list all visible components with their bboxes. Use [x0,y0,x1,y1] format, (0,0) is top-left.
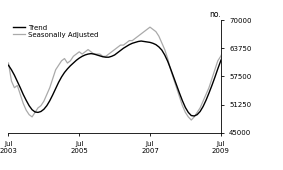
Trend [192,115,196,117]
Seasonally Adjusted [27,114,31,116]
Seasonally Adjusted [122,44,125,46]
Trend [151,42,155,44]
Seasonally Adjusted [7,62,10,64]
Seasonally Adjusted [83,51,87,53]
Line: Seasonally Adjusted: Seasonally Adjusted [8,27,230,120]
Trend [7,64,10,66]
Seasonally Adjusted [190,119,193,121]
Trend [228,46,231,48]
Line: Trend: Trend [8,41,230,116]
Trend [186,111,190,113]
Seasonally Adjusted [186,116,190,118]
Text: no.: no. [209,10,221,19]
Seasonally Adjusted [148,26,152,28]
Trend [140,40,143,42]
Seasonally Adjusted [157,35,160,37]
Trend [27,105,31,107]
Legend: Trend, Seasonally Adjusted: Trend, Seasonally Adjusted [12,24,99,38]
Seasonally Adjusted [228,47,231,49]
Trend [83,54,87,56]
Trend [122,47,125,49]
Trend [157,46,160,48]
Seasonally Adjusted [151,28,155,30]
